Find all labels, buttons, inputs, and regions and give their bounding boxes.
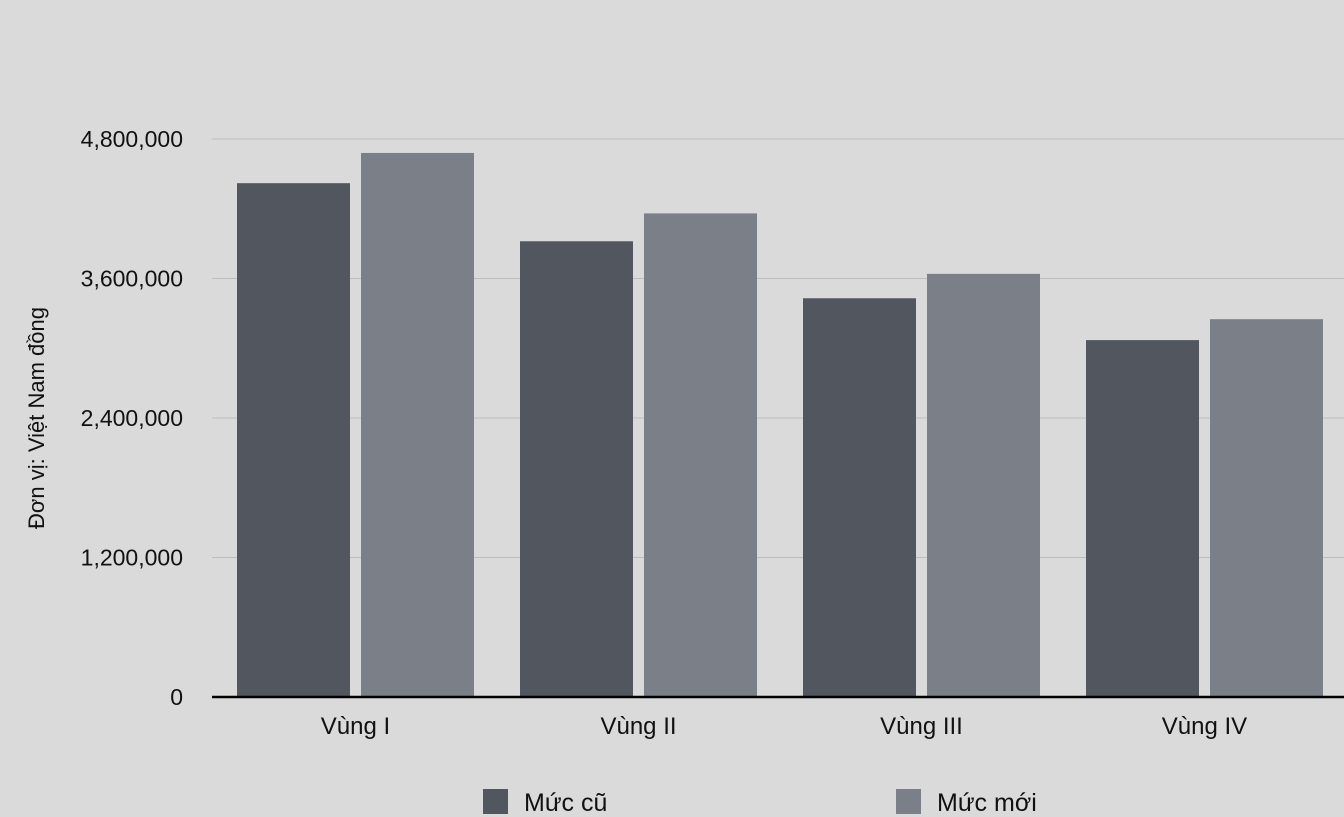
- legend: Mức cũ Mức mới: [483, 789, 1037, 817]
- y-tick-label: 1,200,000: [81, 545, 183, 571]
- axes: 0 1,200,000 2,400,000 3,600,000 4,800,000 Vùn…: [81, 126, 1344, 740]
- y-tick-label: 3,600,000: [81, 266, 183, 292]
- bar-muc-cu: [237, 183, 350, 698]
- legend-label: Mức mới: [937, 789, 1037, 817]
- y-tick-label: 0: [170, 684, 183, 710]
- y-axis-title: Đơn vị: Việt Nam đồng: [24, 307, 49, 529]
- x-tick-label: Vùng II: [600, 713, 676, 740]
- bar-muc-moi: [644, 213, 757, 697]
- x-tick-label: Vùng I: [321, 713, 390, 740]
- legend-swatch: [896, 789, 921, 814]
- bars: [237, 152, 1323, 698]
- legend-label: Mức cũ: [524, 789, 607, 817]
- bar-muc-cu: [803, 298, 916, 697]
- x-tick-label: Vùng IV: [1162, 713, 1247, 740]
- y-tick-label: 2,400,000: [81, 405, 183, 431]
- x-tick-label: Vùng III: [880, 713, 963, 740]
- y-tick-label: 4,800,000: [81, 126, 183, 152]
- bar-muc-moi: [927, 273, 1040, 697]
- bar-muc-moi: [1210, 319, 1323, 697]
- bar-muc-cu: [1086, 340, 1199, 697]
- bar-muc-moi: [361, 152, 474, 697]
- bar-muc-cu: [520, 241, 633, 698]
- legend-swatch: [483, 789, 508, 814]
